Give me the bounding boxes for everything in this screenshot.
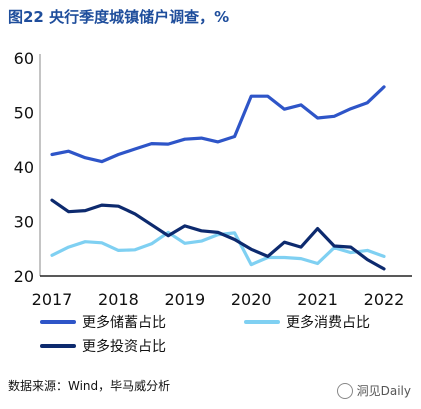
y-tick-label: 20	[14, 267, 34, 286]
x-tick-label: 2022	[364, 290, 405, 309]
legend-label-savings: 更多储蓄占比	[82, 315, 166, 331]
legend-item-investment: 更多投资占比	[40, 336, 166, 356]
y-tick-label: 30	[14, 213, 34, 232]
x-axis-ticks: 2017 2018 2019 2020 2021 2022	[32, 290, 405, 309]
x-tick-label: 2020	[231, 290, 272, 309]
legend-label-investment: 更多投资占比	[82, 339, 166, 355]
series-line-consumption	[50, 230, 386, 267]
legend: 更多储蓄占比 更多消费占比 更多投资占比	[40, 312, 420, 364]
watermark-label: 洞见Daily	[356, 384, 411, 398]
legend-swatch-consumption	[244, 320, 280, 324]
y-tick-label: 50	[14, 104, 34, 123]
y-tick-label: 60	[14, 49, 34, 68]
series-lines	[50, 85, 386, 271]
legend-item-savings: 更多储蓄占比	[40, 312, 166, 332]
source-note: 数据来源：Wind，毕马威分析	[8, 379, 171, 393]
chart-title: 图22 央行季度城镇储户调查，%	[8, 8, 230, 26]
watermark: 洞见Daily	[336, 382, 411, 399]
y-axis-ticks: 20 30 40 50 60	[14, 49, 34, 286]
x-tick-label: 2017	[32, 290, 73, 309]
series-line-savings	[50, 85, 386, 164]
legend-label-consumption: 更多消费占比	[286, 315, 370, 331]
legend-item-consumption: 更多消费占比	[244, 312, 370, 332]
x-tick-label: 2021	[297, 290, 338, 309]
y-tick-label: 40	[14, 158, 34, 177]
legend-swatch-investment	[40, 344, 76, 348]
x-tick-label: 2018	[98, 290, 139, 309]
series-line-investment	[50, 198, 386, 271]
legend-swatch-savings	[40, 320, 76, 324]
x-tick-label: 2019	[164, 290, 205, 309]
wechat-icon	[336, 382, 353, 399]
line-chart: 20 30 40 50 60 2017 2018 2019 2020 2021 2022	[14, 49, 412, 309]
